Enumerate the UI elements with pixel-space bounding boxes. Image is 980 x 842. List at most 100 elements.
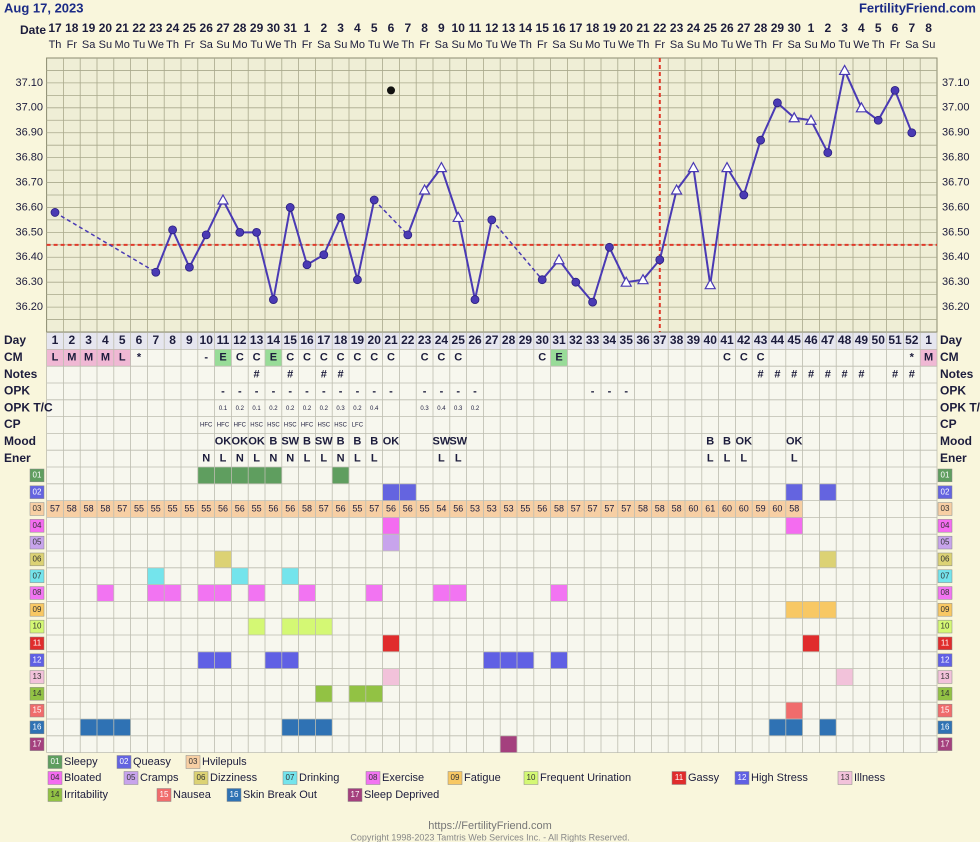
cell-value: 57	[604, 503, 614, 513]
cell-bg	[634, 500, 652, 518]
row-badge	[937, 519, 953, 533]
cycle-day: 16	[300, 333, 314, 347]
weekday-label: Sa	[82, 39, 96, 51]
cell-text: #	[909, 369, 915, 381]
legend-code: 10	[527, 773, 536, 782]
legend-label: Bloated	[64, 772, 101, 784]
cell-text: L	[724, 453, 731, 465]
weekday-label: Fr	[890, 39, 901, 51]
row-badge	[29, 619, 45, 634]
legend-badge	[447, 771, 463, 785]
row-label: CP	[940, 417, 957, 431]
legend-code: 04	[51, 773, 60, 782]
legend-badge	[156, 788, 172, 802]
cycle-day: 14	[267, 333, 281, 347]
symptom-cell	[819, 719, 837, 736]
cell-text: C	[421, 352, 429, 364]
y-tick-label: 36.80	[15, 152, 43, 164]
weekday-label: We	[383, 39, 399, 51]
cell-text: SW	[281, 436, 299, 448]
cell-text: HSC	[334, 423, 347, 429]
symptom-cell	[819, 601, 837, 619]
cell-text: -	[456, 385, 460, 397]
cell-text: 0.3	[420, 406, 429, 412]
cell-bg	[449, 500, 467, 518]
date-label: 2	[824, 21, 831, 35]
symptom-cell	[265, 467, 282, 484]
date-label: 19	[82, 21, 96, 35]
date-label: 31	[284, 21, 298, 35]
symptom-cell	[332, 467, 349, 484]
cycle-day: 3	[85, 333, 92, 347]
cycle-day: 6	[136, 333, 143, 347]
cell-text: C	[538, 352, 546, 364]
cell-text: LFC	[352, 423, 364, 429]
cell-text: 0.1	[252, 406, 261, 412]
row-code: 01	[941, 471, 950, 480]
temp-line	[759, 102, 779, 141]
cycle-day: 31	[552, 333, 566, 347]
symptom-cell	[836, 668, 853, 686]
day-row-bg	[46, 332, 938, 350]
symptom-cell	[147, 584, 165, 602]
row-code: 15	[941, 706, 950, 715]
temp-point	[907, 128, 917, 138]
y-tick-label: 37.00	[15, 102, 43, 114]
row-badge	[937, 703, 953, 718]
weekday-label: Fr	[184, 39, 195, 51]
cell-value: 60	[722, 503, 732, 513]
cell-bg	[920, 349, 937, 367]
symptom-cell	[382, 517, 400, 535]
cell-text: C	[286, 352, 294, 364]
row-badge	[937, 636, 953, 651]
weekday-label: Mo	[350, 39, 365, 51]
row-label: OPK	[940, 384, 966, 398]
cell-bg	[701, 500, 719, 518]
symptom-cell	[382, 534, 400, 551]
cycle-day: 19	[351, 333, 365, 347]
temp-point	[773, 98, 782, 108]
temp-line	[474, 219, 493, 300]
symptom-cell	[819, 483, 837, 501]
weekday-label: We	[736, 39, 752, 51]
symptom-cell	[785, 517, 803, 535]
cell-bg	[298, 500, 316, 518]
cell-bg	[349, 500, 366, 518]
temp-line	[742, 139, 762, 196]
weekday-label: Fr	[772, 39, 783, 51]
cell-text: #	[254, 369, 260, 381]
cell-text: -	[372, 385, 376, 397]
cell-value: 55	[134, 503, 144, 513]
cell-value: 56	[537, 503, 547, 513]
temp-line	[658, 189, 678, 260]
cell-bg	[147, 500, 165, 518]
cell-value: 58	[67, 503, 77, 513]
legend-badge	[47, 771, 63, 785]
cycle-day: 5	[119, 333, 126, 347]
temp-line	[826, 70, 846, 153]
cycle-day: 51	[888, 333, 902, 347]
symptom-cell	[399, 483, 417, 501]
cell-text: N	[269, 453, 277, 465]
footer-copyright: Copyright 1998-2023 Tamtris Web Services…	[350, 832, 629, 842]
cell-text: C	[353, 352, 361, 364]
cycle-day: 33	[586, 333, 600, 347]
cycle-day: 18	[334, 333, 348, 347]
cell-bg	[752, 500, 769, 518]
cell-text: -	[221, 385, 225, 397]
date-label: 11	[469, 21, 482, 35]
cycle-day: 37	[653, 333, 667, 347]
excluded-point	[387, 86, 395, 95]
symptom-cell	[349, 685, 366, 703]
row-code: 11	[33, 639, 42, 648]
cell-text: #	[774, 369, 780, 381]
y-tick-label: 36.20	[15, 301, 43, 313]
symptom-cell	[214, 651, 232, 669]
date-label: 23	[670, 21, 684, 35]
symptom-cell	[785, 601, 803, 619]
row-code: 13	[941, 672, 950, 681]
cell-text: OK	[736, 436, 753, 448]
cell-text: C	[757, 352, 765, 364]
temp-point	[352, 275, 362, 285]
cell-text: #	[287, 369, 293, 381]
